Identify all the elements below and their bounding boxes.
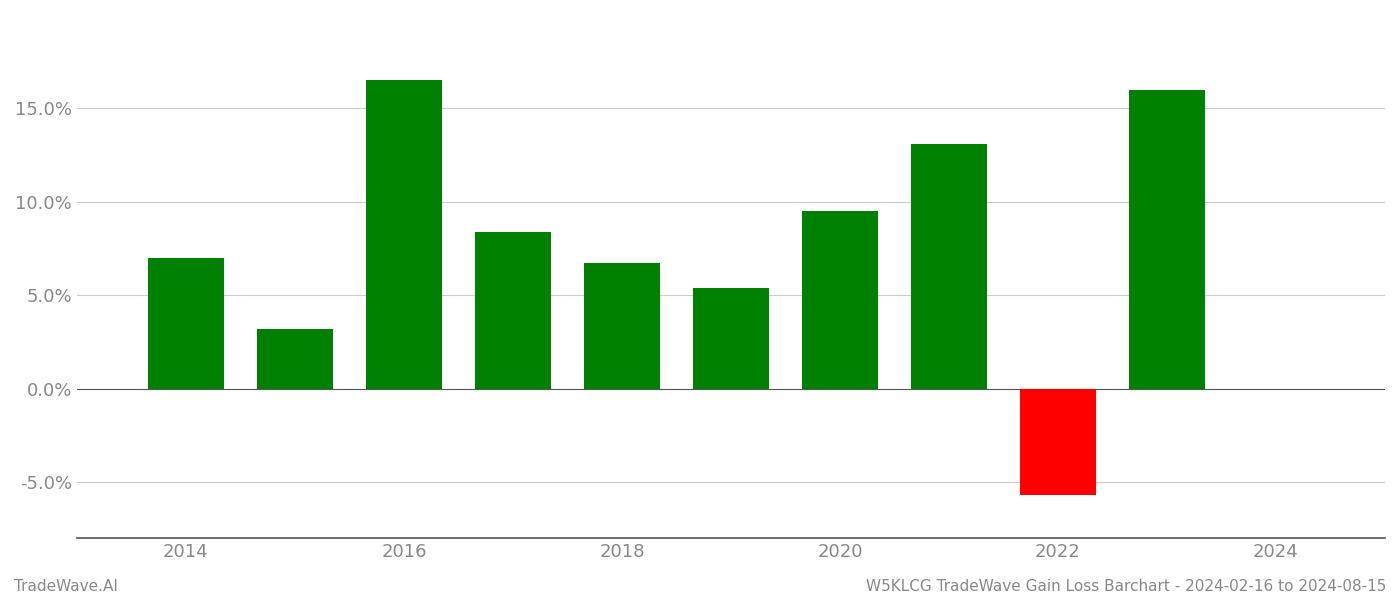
Bar <box>256 329 333 389</box>
Bar <box>1128 90 1205 389</box>
Bar <box>911 144 987 389</box>
Bar <box>1019 389 1096 495</box>
Text: W5KLCG TradeWave Gain Loss Barchart - 2024-02-16 to 2024-08-15: W5KLCG TradeWave Gain Loss Barchart - 20… <box>865 579 1386 594</box>
Bar <box>148 258 224 389</box>
Text: TradeWave.AI: TradeWave.AI <box>14 579 118 594</box>
Bar <box>693 288 769 389</box>
Bar <box>584 263 659 389</box>
Bar <box>802 211 878 389</box>
Bar <box>365 80 442 389</box>
Bar <box>475 232 552 389</box>
